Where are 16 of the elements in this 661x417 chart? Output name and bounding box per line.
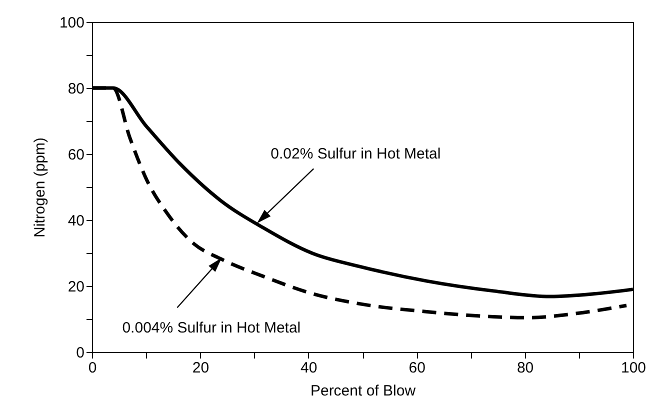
annotation: 0.004% Sulfur in Hot Metal (122, 320, 301, 337)
y-tick-label: 0 (76, 344, 84, 362)
y-tick-label: 20 (68, 278, 84, 296)
x-axis-title: Percent of Blow (310, 382, 416, 400)
x-tick-label: 60 (408, 360, 426, 376)
x-tick-label: 100 (620, 360, 646, 376)
x-tick-label: 20 (192, 360, 210, 376)
y-tick-label: 80 (68, 80, 84, 98)
y-tick-label: 40 (68, 212, 84, 230)
y-axis-title: Nitrogen (ppm) (31, 137, 48, 238)
annotation: 0.02% Sulfur in Hot Metal (270, 146, 441, 163)
x-tick-label: 80 (516, 360, 534, 376)
y-tick-label: 60 (68, 146, 84, 164)
y-tick-label: 100 (59, 14, 84, 32)
x-tick-label: 0 (88, 360, 97, 376)
x-tick-label: 40 (300, 360, 318, 376)
